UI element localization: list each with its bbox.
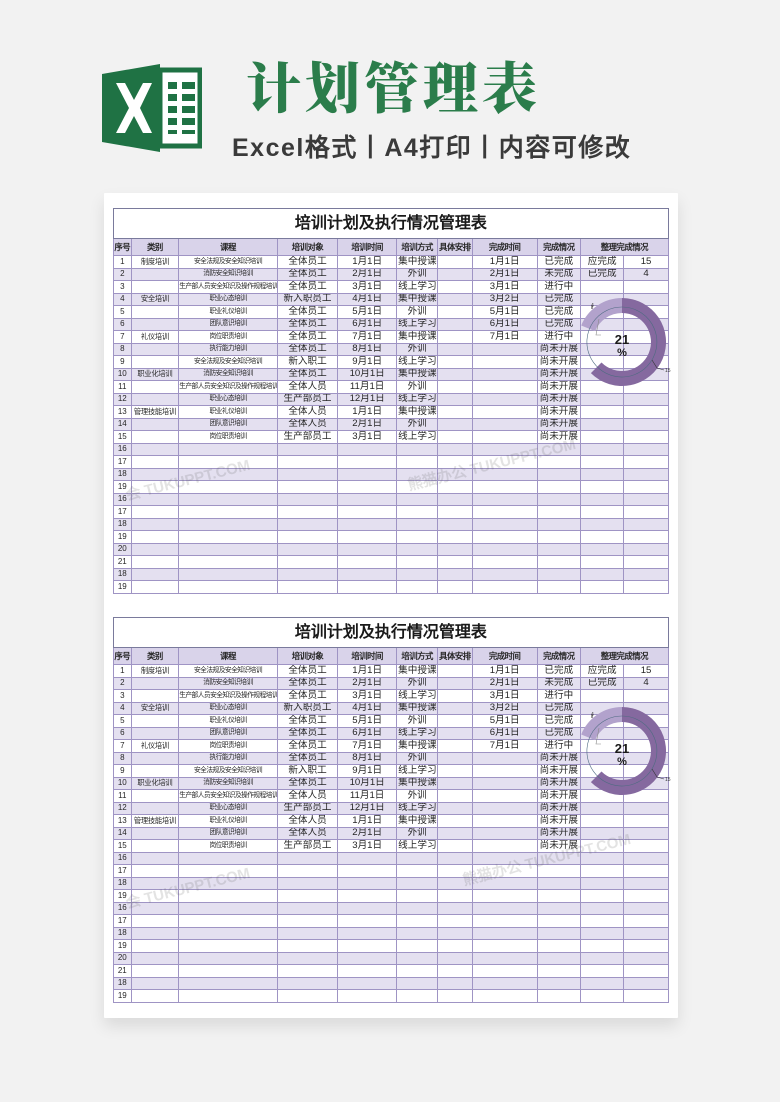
- svg-text:4: 4: [591, 712, 594, 718]
- svg-text:15: 15: [665, 368, 671, 374]
- svg-text:%: %: [617, 347, 627, 359]
- svg-text:15: 15: [665, 777, 671, 783]
- svg-text:4: 4: [591, 303, 594, 309]
- svg-text:%: %: [617, 756, 627, 768]
- svg-text:21: 21: [615, 332, 629, 347]
- svg-text:21: 21: [615, 741, 629, 756]
